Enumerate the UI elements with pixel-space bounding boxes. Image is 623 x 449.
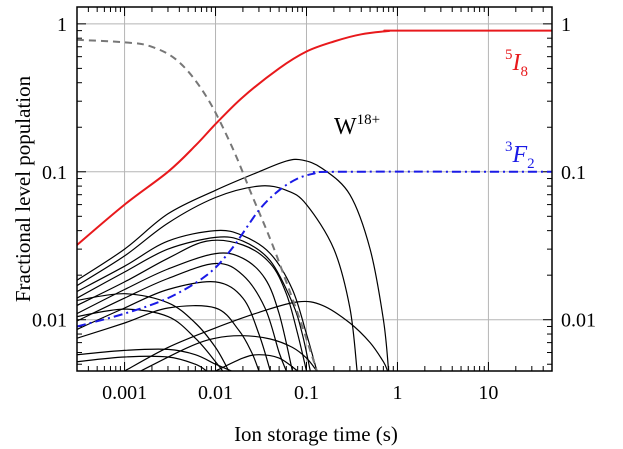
- level-curve-15: [140, 335, 318, 371]
- level-curve-11: [77, 305, 260, 371]
- series-group: [77, 29, 552, 371]
- x-tick-label: 0.1: [294, 382, 319, 404]
- level-curve-4: [77, 185, 358, 371]
- y-tick-label-left: 0.1: [42, 162, 67, 184]
- x-tick-label: 10: [478, 382, 498, 404]
- level-3F2-curve: [77, 170, 552, 328]
- level-curve-9: [77, 262, 287, 371]
- level-curve-5: [77, 229, 318, 371]
- plot-frame: [76, 6, 553, 372]
- grid-lines: [77, 7, 552, 371]
- y-tick-label-right: 1: [561, 14, 571, 36]
- x-tick-label: 0.01: [198, 382, 233, 404]
- level-curve-18: [77, 308, 224, 371]
- level-label-red-base: I: [512, 50, 522, 76]
- level-curve-17: [77, 293, 230, 371]
- x-tick-label: 0.001: [102, 382, 147, 404]
- x-axis-label: Ion storage time (s): [234, 422, 398, 446]
- level-curve-13: [77, 355, 208, 371]
- y-tick-label-left: 0.01: [32, 310, 67, 332]
- level-label-blue-sub: 2: [527, 156, 535, 172]
- level-curve-6: [77, 236, 311, 371]
- level-curve-3: [77, 158, 390, 371]
- minor-ticks: [76, 7, 553, 371]
- level-label-blue: 3F2: [505, 139, 535, 172]
- level-curve-12: [77, 348, 232, 371]
- ion-label-charge: 18+: [357, 112, 380, 128]
- level-curve-10: [77, 281, 271, 371]
- level-label-red-sup: 5: [505, 47, 513, 63]
- curves: [77, 29, 552, 371]
- level-label-red-sub: 8: [521, 64, 529, 80]
- level-label-blue-sup: 3: [505, 139, 513, 155]
- y-tick-label-left: 1: [57, 14, 67, 36]
- level-5I8-curve: [77, 29, 552, 246]
- y-axis-label: Fractional level population: [11, 75, 35, 302]
- y-tick-label-right: 0.01: [561, 310, 596, 332]
- level-label-blue-base: F: [512, 142, 528, 168]
- level-label-red: 5I8: [505, 47, 528, 80]
- ion-label: W18+: [334, 112, 380, 140]
- level-curve-7: [77, 239, 308, 371]
- level-curve-14: [124, 300, 389, 371]
- level-curve-16: [215, 354, 299, 371]
- level-curve-8: [77, 252, 293, 371]
- y-tick-label-right: 0.1: [561, 162, 586, 184]
- ion-label-base: W: [334, 114, 357, 140]
- ground-level-curve: [77, 38, 318, 371]
- x-tick-label: 1: [392, 382, 402, 404]
- tick-labels: 0.001 0.01 0.1 1 10 0.01 0.01 0.1 0.1 1 1: [32, 14, 596, 404]
